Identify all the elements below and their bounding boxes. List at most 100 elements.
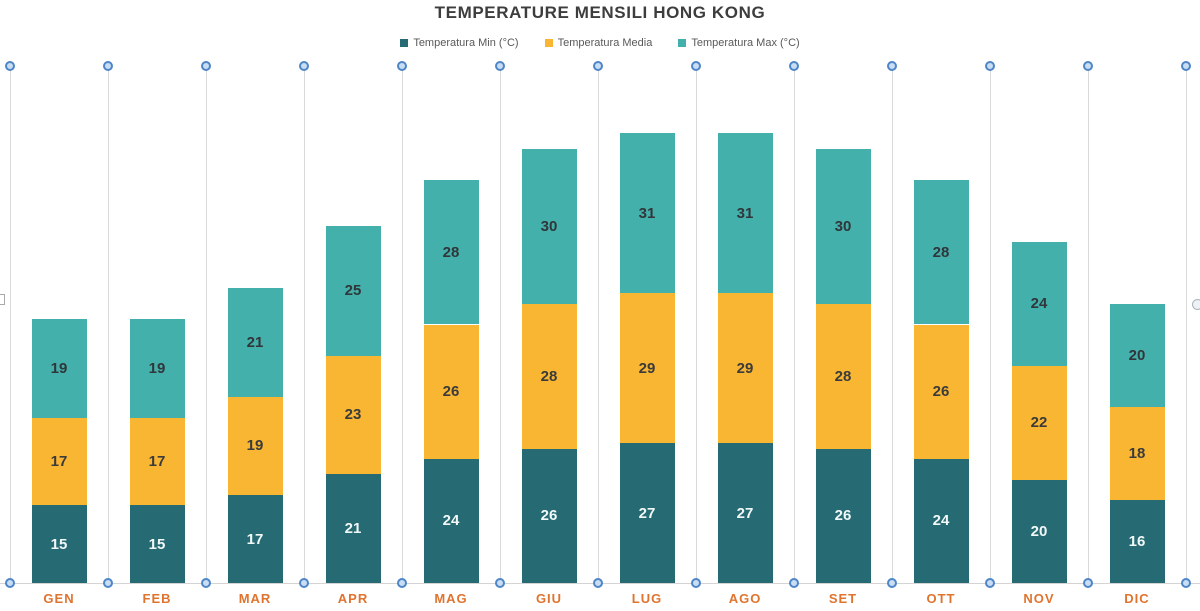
bar-segment-media-apr[interactable]: 23	[325, 355, 381, 475]
vertical-gridline	[500, 66, 501, 583]
bar-segment-min-ago[interactable]: 27	[717, 443, 773, 583]
bar-segment-media-lug[interactable]: 29	[619, 293, 675, 444]
gridline-top-handle-icon[interactable]	[593, 61, 603, 71]
legend-label-media: Temperatura Media	[557, 37, 653, 49]
chart-right-resize-handle[interactable]	[1192, 299, 1200, 310]
vertical-gridline	[108, 66, 109, 583]
bar-segment-min-feb[interactable]: 15	[129, 505, 185, 583]
axis-label-apr[interactable]: APR	[337, 591, 369, 606]
bar-segment-media-giu[interactable]: 28	[521, 303, 577, 449]
gridline-bottom-handle-icon[interactable]	[985, 578, 995, 588]
gridline-bottom-handle-icon[interactable]	[691, 578, 701, 588]
bar-segment-min-apr[interactable]: 21	[325, 474, 381, 583]
data-label-min-set: 26	[834, 507, 852, 525]
bar-segment-min-ott[interactable]: 24	[913, 458, 969, 583]
axis-label-giu[interactable]: GIU	[535, 591, 563, 606]
legend-swatch-min-icon	[400, 39, 409, 47]
axis-label-gen[interactable]: GEN	[43, 591, 75, 606]
gridline-top-handle-icon[interactable]	[887, 61, 897, 71]
data-label-media-mag: 26	[442, 383, 460, 401]
gridline-bottom-handle-icon[interactable]	[103, 578, 113, 588]
axis-label-mag[interactable]: MAG	[434, 591, 468, 606]
axis-label-ott[interactable]: OTT	[926, 591, 956, 606]
gridline-top-handle-icon[interactable]	[5, 61, 15, 71]
gridline-bottom-handle-icon[interactable]	[495, 578, 505, 588]
vertical-gridline	[206, 66, 207, 583]
bar-segment-min-set[interactable]: 26	[815, 448, 871, 583]
chart-left-resize-handle[interactable]	[0, 294, 5, 305]
gridline-bottom-handle-icon[interactable]	[299, 578, 309, 588]
bar-segment-max-feb[interactable]: 19	[129, 319, 185, 418]
axis-label-mar[interactable]: MAR	[238, 591, 272, 606]
bar-segment-min-mag[interactable]: 24	[423, 458, 479, 583]
bar-segment-min-mar[interactable]: 17	[227, 495, 283, 583]
gridline-top-handle-icon[interactable]	[691, 61, 701, 71]
bar-segment-min-giu[interactable]: 26	[521, 448, 577, 583]
gridline-bottom-handle-icon[interactable]	[1083, 578, 1093, 588]
axis-label-set[interactable]: SET	[828, 591, 858, 606]
gridline-bottom-handle-icon[interactable]	[397, 578, 407, 588]
bar-segment-max-mag[interactable]: 28	[423, 179, 479, 325]
bar-segment-media-gen[interactable]: 17	[31, 417, 87, 506]
bar-segment-max-apr[interactable]: 25	[325, 226, 381, 356]
bar-segment-max-lug[interactable]: 31	[619, 133, 675, 294]
bar-segment-media-mar[interactable]: 19	[227, 396, 283, 496]
legend-item-temperatura-min[interactable]: Temperatura Min (°C)	[400, 37, 519, 49]
bar-segment-min-nov[interactable]: 20	[1011, 479, 1067, 583]
data-label-min-mar: 17	[246, 530, 264, 548]
bar-segment-min-lug[interactable]: 27	[619, 443, 675, 583]
bar-segment-max-dic[interactable]: 20	[1109, 303, 1165, 408]
legend-item-temperatura-max[interactable]: Temperatura Max (°C)	[678, 37, 800, 49]
chart-title[interactable]: TEMPERATURE MENSILI HONG KONG	[434, 3, 766, 22]
gridline-top-handle-icon[interactable]	[299, 61, 309, 71]
bar-segment-max-set[interactable]: 30	[815, 148, 871, 304]
gridline-top-handle-icon[interactable]	[495, 61, 505, 71]
legend-item-temperatura-media[interactable]: Temperatura Media	[544, 37, 653, 49]
bar-segment-media-nov[interactable]: 22	[1011, 365, 1067, 480]
bar-segment-min-gen[interactable]: 15	[31, 505, 87, 583]
gridline-top-handle-icon[interactable]	[789, 61, 799, 71]
data-label-max-giu: 30	[540, 217, 558, 235]
data-label-media-nov: 22	[1030, 414, 1048, 432]
gridline-top-handle-icon[interactable]	[397, 61, 407, 71]
gridline-top-handle-icon[interactable]	[103, 61, 113, 71]
gridline-bottom-handle-icon[interactable]	[5, 578, 15, 588]
bar-segment-media-set[interactable]: 28	[815, 303, 871, 449]
bar-segment-media-ott[interactable]: 26	[913, 324, 969, 459]
bar-segment-max-mar[interactable]: 21	[227, 288, 283, 397]
data-label-min-dic: 16	[1128, 533, 1146, 551]
data-label-min-feb: 15	[148, 535, 166, 553]
bar-segment-media-feb[interactable]: 17	[129, 417, 185, 506]
bar-segment-max-gen[interactable]: 19	[31, 319, 87, 418]
bar-segment-min-dic[interactable]: 16	[1109, 500, 1165, 583]
data-label-max-mag: 28	[442, 243, 460, 261]
gridline-bottom-handle-icon[interactable]	[201, 578, 211, 588]
data-label-min-mag: 24	[442, 512, 460, 530]
legend-label-min: Temperatura Min (°C)	[413, 37, 519, 49]
vertical-gridline	[990, 66, 991, 583]
gridline-top-handle-icon[interactable]	[1083, 61, 1093, 71]
axis-label-lug[interactable]: LUG	[631, 591, 663, 606]
gridline-bottom-handle-icon[interactable]	[789, 578, 799, 588]
bar-segment-media-mag[interactable]: 26	[423, 324, 479, 459]
gridline-bottom-handle-icon[interactable]	[593, 578, 603, 588]
gridline-bottom-handle-icon[interactable]	[887, 578, 897, 588]
chart-legend: Temperatura Min (°C) Temperatura Media T…	[0, 37, 1200, 49]
axis-label-feb[interactable]: FEB	[142, 591, 172, 606]
axis-label-dic[interactable]: DIC	[1124, 591, 1150, 606]
gridline-bottom-handle-icon[interactable]	[1181, 578, 1191, 588]
bar-segment-max-ago[interactable]: 31	[717, 133, 773, 294]
data-label-max-dic: 20	[1128, 347, 1146, 364]
bar-segment-max-ott[interactable]: 28	[913, 179, 969, 325]
bar-segment-max-nov[interactable]: 24	[1011, 241, 1067, 366]
bar-segment-max-giu[interactable]: 30	[521, 148, 577, 304]
gridline-top-handle-icon[interactable]	[985, 61, 995, 71]
data-label-media-lug: 29	[638, 359, 656, 377]
vertical-gridline	[402, 66, 403, 583]
gridline-top-handle-icon[interactable]	[201, 61, 211, 71]
axis-label-nov[interactable]: NOV	[1023, 591, 1055, 606]
gridline-top-handle-icon[interactable]	[1181, 61, 1191, 71]
bar-segment-media-dic[interactable]: 18	[1109, 407, 1165, 501]
bar-segment-media-ago[interactable]: 29	[717, 293, 773, 444]
axis-label-ago[interactable]: AGO	[728, 591, 762, 606]
